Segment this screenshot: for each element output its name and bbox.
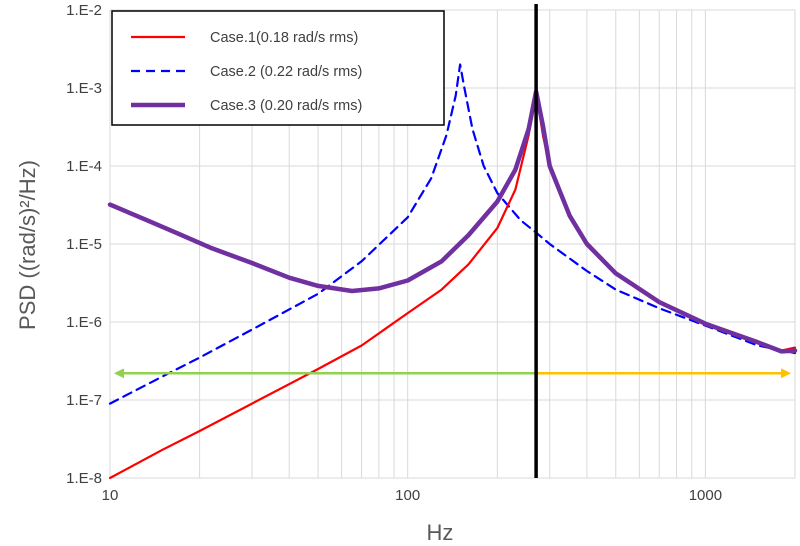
y-tick-label-5: 1.E-3: [66, 80, 102, 97]
legend-label-case-2: Case.2 (0.22 rad/s rms): [210, 64, 362, 80]
y-tick-label-0: 1.E-8: [66, 470, 102, 487]
x-tick-label-2: 1000: [689, 487, 722, 504]
legend-label-case-1: Case.1(0.18 rad/s rms): [210, 30, 358, 46]
x-tick-label-1: 100: [395, 487, 420, 504]
y-tick-label-1: 1.E-7: [66, 392, 102, 409]
y-tick-label-2: 1.E-6: [66, 314, 102, 331]
y-tick-label-4: 1.E-4: [66, 158, 102, 175]
legend: Case.1(0.18 rad/s rms) Case.2 (0.22 rad/…: [111, 10, 445, 126]
tick-labels: 1.E-8 1.E-7 1.E-6 1.E-5 1.E-4 1.E-3 1.E-2 10 100…: [66, 2, 722, 504]
series-line-case-3: [107, 89, 798, 354]
annotation-layer: [114, 4, 791, 478]
series-layer: [107, 63, 798, 480]
y-tick-label-6: 1.E-2: [66, 2, 102, 19]
y-tick-label-3: 1.E-5: [66, 236, 102, 253]
series-line-case-2: [108, 63, 797, 405]
x-axis-title: Hz: [427, 520, 454, 545]
x-tick-label-0: 10: [102, 487, 119, 504]
legend-label-case-3: Case.3 (0.20 rad/s rms): [210, 98, 362, 114]
y-axis-title: PSD ((rad/s)²/Hz): [15, 160, 40, 330]
